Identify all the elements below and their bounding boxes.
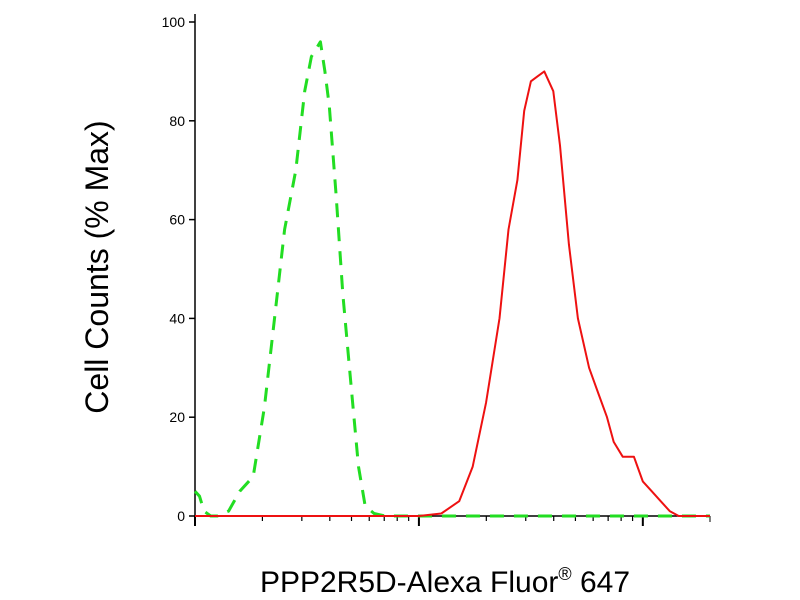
y-tick-label: 40 (169, 310, 185, 326)
y-tick-label: 20 (169, 409, 185, 425)
y-tick-label: 100 (162, 14, 186, 30)
y-axis-label: Cell Counts (% Max) (79, 120, 115, 413)
axes (194, 14, 711, 522)
control-histogram-line (193, 40, 710, 518)
y-tick-label: 60 (169, 212, 185, 228)
y-tick-label: 80 (169, 113, 185, 129)
stained-histogram-line (195, 70, 710, 517)
x-axis-label: PPP2R5D-Alexa Fluor® 647 (260, 564, 630, 599)
y-ticks: 0 20 40 60 80 100 (162, 14, 195, 524)
x-axis-label-main: PPP2R5D-Alexa Fluor (260, 566, 558, 599)
x-axis-label-suffix: 647 (572, 566, 630, 599)
x-axis-label-superscript: ® (558, 564, 571, 584)
series-layer (193, 40, 710, 518)
y-tick-label: 0 (177, 508, 185, 524)
